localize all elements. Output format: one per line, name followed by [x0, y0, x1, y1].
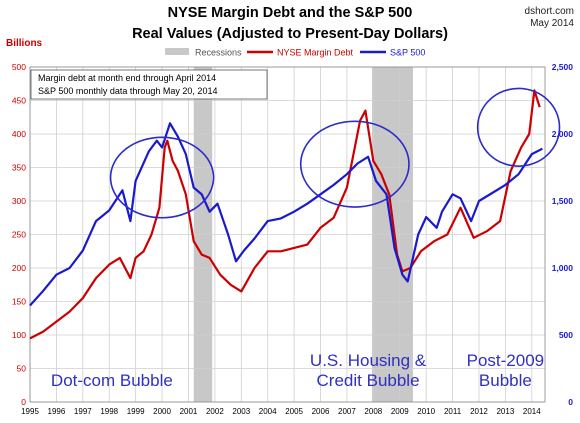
x-tick-7: 2002 — [206, 407, 224, 416]
x-tick-14: 2009 — [391, 407, 409, 416]
y-left-tick-0: 0 — [21, 397, 26, 407]
y-left-tick-3: 150 — [12, 297, 26, 307]
x-tick-19: 2014 — [523, 407, 541, 416]
axes: 0 50 100 150 200 250 300 350 400 450 500 0 500 1,000 1… — [12, 62, 573, 416]
annotation-1-line-1: Credit Bubble — [317, 371, 420, 390]
series — [29, 89, 543, 340]
x-tick-15: 2010 — [417, 407, 435, 416]
x-tick-5: 2000 — [153, 407, 171, 416]
y-right-tick-0: 0 — [568, 397, 573, 407]
y-left-axis-label: Billions — [6, 38, 43, 49]
source-label: dshort.com — [525, 6, 574, 17]
y-right-tick-5: 2,500 — [552, 62, 574, 72]
highlight-ellipse-2 — [476, 87, 561, 167]
y-left-tick-2: 100 — [12, 330, 26, 340]
annotation-1-line-0: U.S. Housing & — [310, 351, 427, 370]
y-left-tick-9: 450 — [12, 96, 26, 106]
y-right-tick-4: 2,000 — [552, 129, 574, 139]
annotation-0-line-0: Dot-com Bubble — [51, 371, 173, 390]
x-tick-12: 2007 — [338, 407, 356, 416]
annotations: Dot-com Bubble U.S. Housing &Credit Bubbl… — [51, 351, 544, 390]
x-tick-9: 2004 — [259, 407, 277, 416]
legend-swatch-recessions — [165, 48, 189, 55]
annotation-2-line-1: Bubble — [479, 371, 532, 390]
x-tick-2: 1997 — [74, 407, 92, 416]
x-tick-11: 2006 — [312, 407, 330, 416]
legend-label-s-p-500: S&P 500 — [390, 48, 425, 58]
highlight-ellipse-0 — [109, 136, 215, 219]
note-line-1: Margin debt at month end through April 2… — [38, 73, 216, 83]
x-tick-17: 2012 — [470, 407, 488, 416]
y-left-tick-1: 50 — [17, 364, 27, 374]
chart-title: NYSE Margin Debt and the S&P 500 — [168, 5, 413, 21]
x-tick-3: 1998 — [100, 407, 118, 416]
y-right-tick-1: 500 — [559, 330, 573, 340]
x-tick-10: 2005 — [285, 407, 303, 416]
legend-label-recessions: Recessions — [195, 48, 242, 58]
y-left-tick-6: 300 — [12, 196, 26, 206]
plot-frame — [29, 66, 546, 403]
legend: Recessions NYSE Margin Debt S&P 500 — [165, 48, 425, 58]
series-line-s-p-500 — [29, 122, 543, 307]
date-label: May 2014 — [530, 18, 574, 29]
note-line-2: S&P 500 monthly data through May 20, 201… — [38, 86, 217, 96]
x-tick-18: 2013 — [496, 407, 514, 416]
x-tick-6: 2001 — [180, 407, 198, 416]
annotation-2-line-0: Post-2009 — [467, 351, 545, 370]
x-tick-4: 1999 — [127, 407, 145, 416]
y-left-tick-8: 400 — [12, 129, 26, 139]
series-line-nyse-margin-debt — [29, 89, 541, 340]
highlight-ellipse-1 — [299, 120, 410, 208]
chart-subtitle: Real Values (Adjusted to Present-Day Dol… — [132, 26, 448, 42]
x-tick-1: 1996 — [48, 407, 66, 416]
y-right-tick-2: 1,000 — [552, 263, 574, 273]
y-right-tick-3: 1,500 — [552, 196, 574, 206]
y-left-tick-4: 200 — [12, 263, 26, 273]
notes-box — [30, 69, 268, 100]
y-left-tick-5: 250 — [12, 230, 26, 240]
legend-label-nyse-margin-debt: NYSE Margin Debt — [277, 48, 354, 58]
y-left-tick-10: 500 — [12, 62, 26, 72]
highlight-ellipses — [109, 87, 561, 219]
grid — [29, 66, 546, 403]
x-tick-8: 2003 — [232, 407, 250, 416]
x-tick-13: 2008 — [364, 407, 382, 416]
y-left-tick-7: 350 — [12, 163, 26, 173]
x-tick-16: 2011 — [444, 407, 462, 416]
x-tick-0: 1995 — [21, 407, 39, 416]
